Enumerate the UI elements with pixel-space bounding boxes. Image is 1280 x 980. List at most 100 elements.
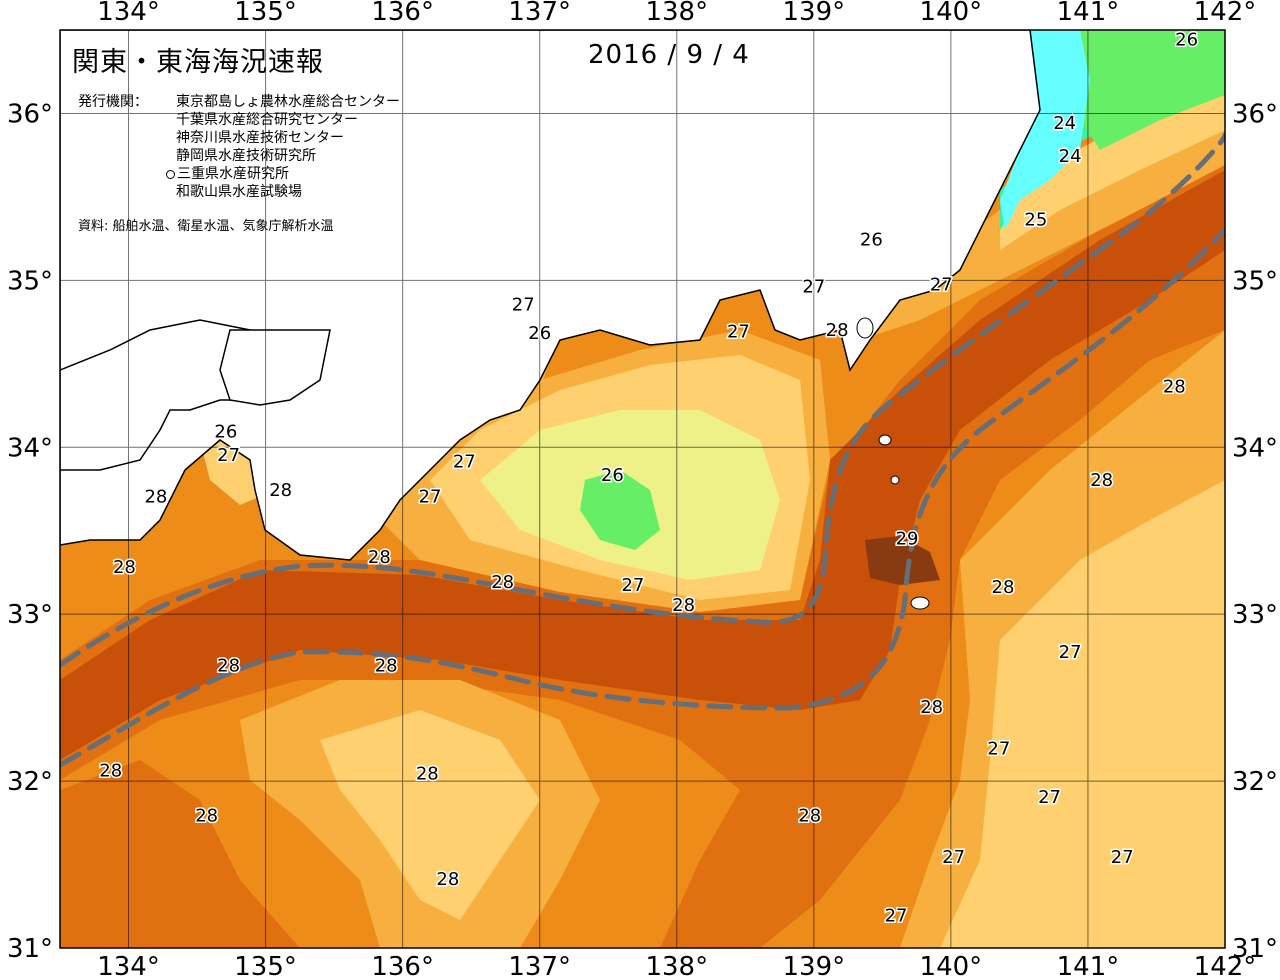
contour-label: 28 (195, 805, 218, 826)
sst-band-24 (1000, 30, 1090, 230)
longitude-label-bottom: 140° (920, 952, 983, 980)
longitude-label-top: 136° (371, 0, 434, 27)
map-title: 関東・東海海況速報 (72, 47, 324, 78)
longitude-label-bottom: 139° (783, 952, 846, 980)
contour-label: 28 (1090, 470, 1113, 491)
contour-label: 26 (601, 465, 624, 486)
longitude-label-bottom: 134° (97, 952, 160, 980)
contour-label: 28 (217, 655, 240, 676)
kuroshio-path-north (60, 132, 1225, 668)
sst-band-28-5-southwest (60, 760, 300, 948)
issuer-list: 東京都島しょ農林水産総合センター 千葉県水産総合研究センター 神奈川県水産技術センタ… (166, 93, 400, 201)
land-oshima (856, 317, 874, 339)
contour-label: 26 (860, 230, 883, 251)
land-hachijo (910, 596, 930, 610)
latitude-label-left: 31° (7, 934, 53, 964)
contour-label: 27 (1038, 787, 1061, 808)
issuer-name: 三重県水産研究所 (177, 166, 289, 182)
longitude-label-bottom: 135° (234, 952, 297, 980)
latitude-label-right: 31° (1232, 934, 1278, 964)
latitude-label-right: 34° (1232, 433, 1278, 463)
sst-band-28-5 (60, 160, 1225, 948)
contour-label: 27 (512, 295, 535, 316)
longitude-label-bottom: 138° (645, 952, 708, 980)
contour-label: 27 (885, 906, 908, 927)
contour-label: 27 (419, 487, 442, 508)
axis-labels: 134° 134° 135° 135° 136° 136° 137° 137° 138° 138°… (7, 0, 1278, 980)
longitude-label-top: 135° (234, 0, 297, 27)
latitude-label-left: 34° (7, 433, 53, 463)
longitude-label-top: 137° (508, 0, 571, 27)
kuroshio-path (60, 132, 1225, 768)
contour-label: 28 (920, 697, 943, 718)
issuer-name: 千葉県水産総合研究センター (176, 112, 358, 128)
longitude-label-top: 141° (1057, 0, 1120, 27)
longitude-label-top: 142° (1194, 0, 1257, 27)
latitude-label-right: 33° (1232, 600, 1278, 630)
kuroshio-path-south (60, 227, 1225, 768)
sst-band-26-northeast (1080, 30, 1225, 150)
contour-label: 28 (826, 320, 849, 341)
map-frame (59, 29, 1226, 949)
sst-band-27-tokyo (1000, 85, 1225, 250)
contour-label: 26 (214, 422, 237, 443)
data-source: 資料: 船舶水温、衛星水温、気象庁解析水温 (78, 219, 334, 234)
longitude-label-bottom: 137° (508, 952, 571, 980)
contour-label: 26 (1175, 29, 1198, 50)
contour-label: 28 (992, 577, 1015, 598)
contour-label: 27 (942, 847, 965, 868)
issuer-name: 和歌山県水産試験場 (176, 184, 302, 200)
graticule (60, 30, 1225, 948)
map-date: 2016 / 9 / 4 (588, 40, 750, 70)
temperature-layers (60, 30, 1225, 948)
contour-label: 28 (1163, 377, 1186, 398)
land-osaka (219, 329, 331, 406)
sst-band-26-central (580, 470, 660, 550)
latitude-label-right: 35° (1232, 266, 1278, 296)
contour-label: 25 (1024, 210, 1047, 231)
contour-label: 28 (99, 760, 122, 781)
contour-label: 28 (269, 480, 292, 501)
issuer-name: 東京都島しょ農林水産総合センター (176, 94, 400, 110)
issuer-item: 三重県水産研究所 (166, 165, 400, 183)
land-miyake (890, 475, 900, 485)
contour-label: 28 (113, 557, 136, 578)
contour-label: 27 (802, 276, 825, 297)
contour-label: 24 (1059, 146, 1082, 167)
contour-label: 27 (1111, 847, 1134, 868)
issuer-item: 東京都島しょ農林水産総合センター (176, 93, 400, 111)
longitude-label-bottom: 142° (1194, 952, 1257, 980)
contour-label: 28 (491, 572, 514, 593)
contour-label: 27 (1059, 642, 1082, 663)
sst-band-29-5 (865, 536, 940, 585)
circle-marker-icon (166, 169, 175, 179)
contour-label: 28 (375, 655, 398, 676)
sst-band-27-southwest (320, 710, 540, 920)
longitude-label-top: 134° (97, 0, 160, 27)
issuer-item: 千葉県水産総合研究センター (176, 111, 400, 129)
longitude-label-top: 140° (920, 0, 983, 27)
contour-label: 29 (896, 528, 919, 549)
land-niijima (878, 434, 892, 446)
land-kii-peninsula (60, 30, 1041, 561)
issuer-block: 発行機関： 東京都島しょ農林水産総合センター 千葉県水産総合研究センター 神奈川県水… (78, 93, 400, 201)
latitude-label-left: 32° (7, 767, 53, 797)
contour-label: 27 (930, 275, 953, 296)
issuer-item: 神奈川県水産技術センター (176, 129, 400, 147)
latitude-label-left: 35° (7, 266, 53, 296)
contour-label: 28 (144, 487, 167, 508)
longitude-label-bottom: 136° (371, 952, 434, 980)
issuer-name: 神奈川県水産技術センター (176, 130, 344, 146)
longitude-label-top: 138° (645, 0, 708, 27)
latitude-label-left: 36° (7, 99, 53, 129)
latitude-label-right: 32° (1232, 767, 1278, 797)
sst-band-27-east (940, 480, 1225, 948)
longitude-label-top: 139° (783, 0, 846, 27)
contour-label: 28 (672, 595, 695, 616)
contour-label: 27 (727, 321, 750, 342)
contour-label: 26 (528, 323, 551, 344)
latitude-label-right: 36° (1232, 99, 1278, 129)
contour-label: 28 (416, 764, 439, 785)
latitude-label-left: 33° (7, 600, 53, 630)
